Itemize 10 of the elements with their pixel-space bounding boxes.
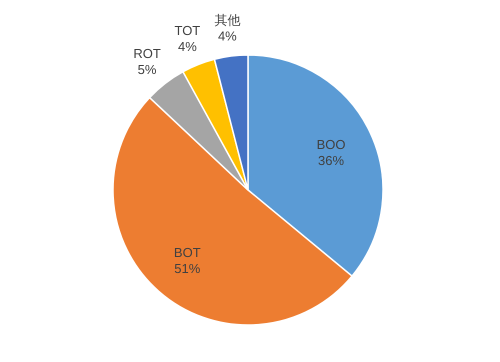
slice-label: BOO — [316, 136, 346, 152]
data-label: 4% — [178, 38, 198, 54]
data-label: 51% — [174, 260, 201, 276]
slice-label: TOT — [174, 22, 200, 38]
data-label: 4% — [218, 28, 238, 44]
slice-label: 其他 — [214, 12, 240, 28]
slice-label: BOT — [174, 244, 201, 260]
slice-label: ROT — [133, 46, 161, 61]
data-label: 5% — [138, 62, 157, 77]
data-label: 36% — [318, 152, 345, 168]
